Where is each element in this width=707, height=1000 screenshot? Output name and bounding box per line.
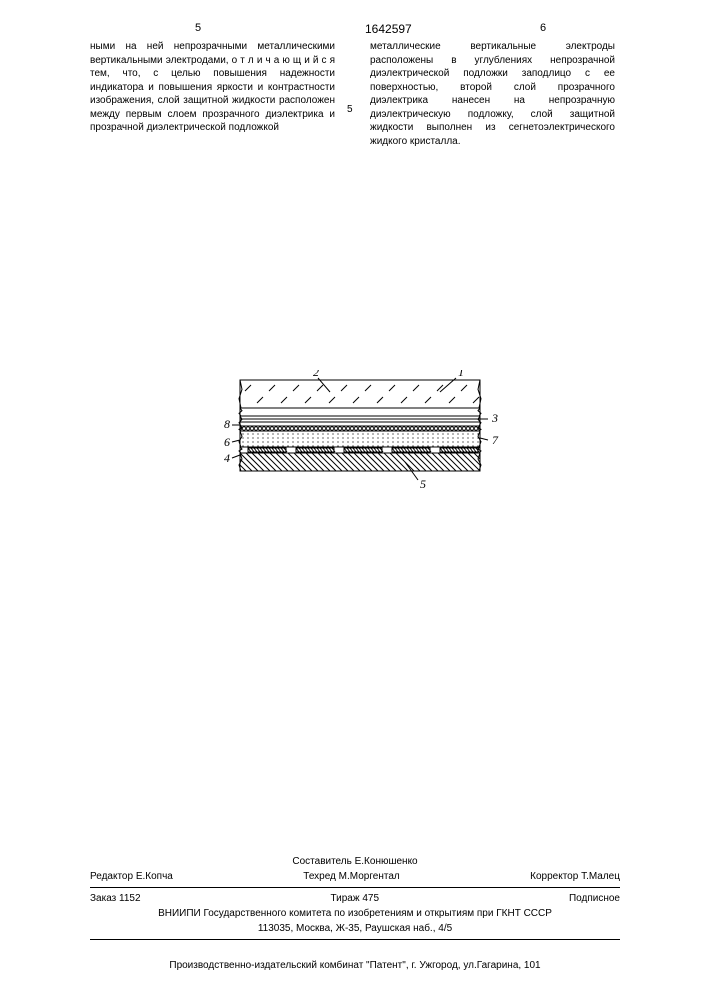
patent-number: 1642597 <box>365 22 412 36</box>
footer-block: Составитель Е.Конюшенко Редактор Е.Копча… <box>90 854 620 943</box>
footer-publisher: Производственно-издательский комбинат "П… <box>90 960 620 971</box>
footer-subscription: Подписное <box>569 891 620 906</box>
svg-text:5: 5 <box>420 477 426 491</box>
divider <box>90 939 620 940</box>
page-number-left: 5 <box>195 22 201 34</box>
figure-diagram: 2 1 8 6 4 3 7 5 <box>210 370 510 510</box>
svg-text:1: 1 <box>458 370 464 379</box>
footer-techred: Техред М.Моргентал <box>303 869 399 884</box>
footer-org2: 113035, Москва, Ж-35, Раушская наб., 4/5 <box>90 921 620 936</box>
svg-text:6: 6 <box>224 435 230 449</box>
svg-text:7: 7 <box>492 433 499 447</box>
footer-corrector: Корректор Т.Малец <box>530 869 620 884</box>
footer-order: Заказ 1152 <box>90 891 141 906</box>
column-left-text: ными на ней непрозрачными металлическими… <box>90 40 335 135</box>
svg-text:3: 3 <box>491 411 498 425</box>
column-right-text: металлические вертикальные электроды рас… <box>370 40 615 148</box>
svg-text:8: 8 <box>224 417 230 431</box>
footer-compiler: Составитель Е.Конюшенко <box>90 854 620 869</box>
page-number-right: 6 <box>540 22 546 34</box>
footer-editor: Редактор Е.Копча <box>90 869 173 884</box>
divider <box>90 887 620 888</box>
footer-tirazh: Тираж 475 <box>330 891 379 906</box>
svg-text:4: 4 <box>224 451 230 465</box>
footer-org1: ВНИИПИ Государственного комитета по изоб… <box>90 906 620 921</box>
paragraph-marker: 5 <box>347 104 353 115</box>
svg-text:2: 2 <box>313 370 319 379</box>
